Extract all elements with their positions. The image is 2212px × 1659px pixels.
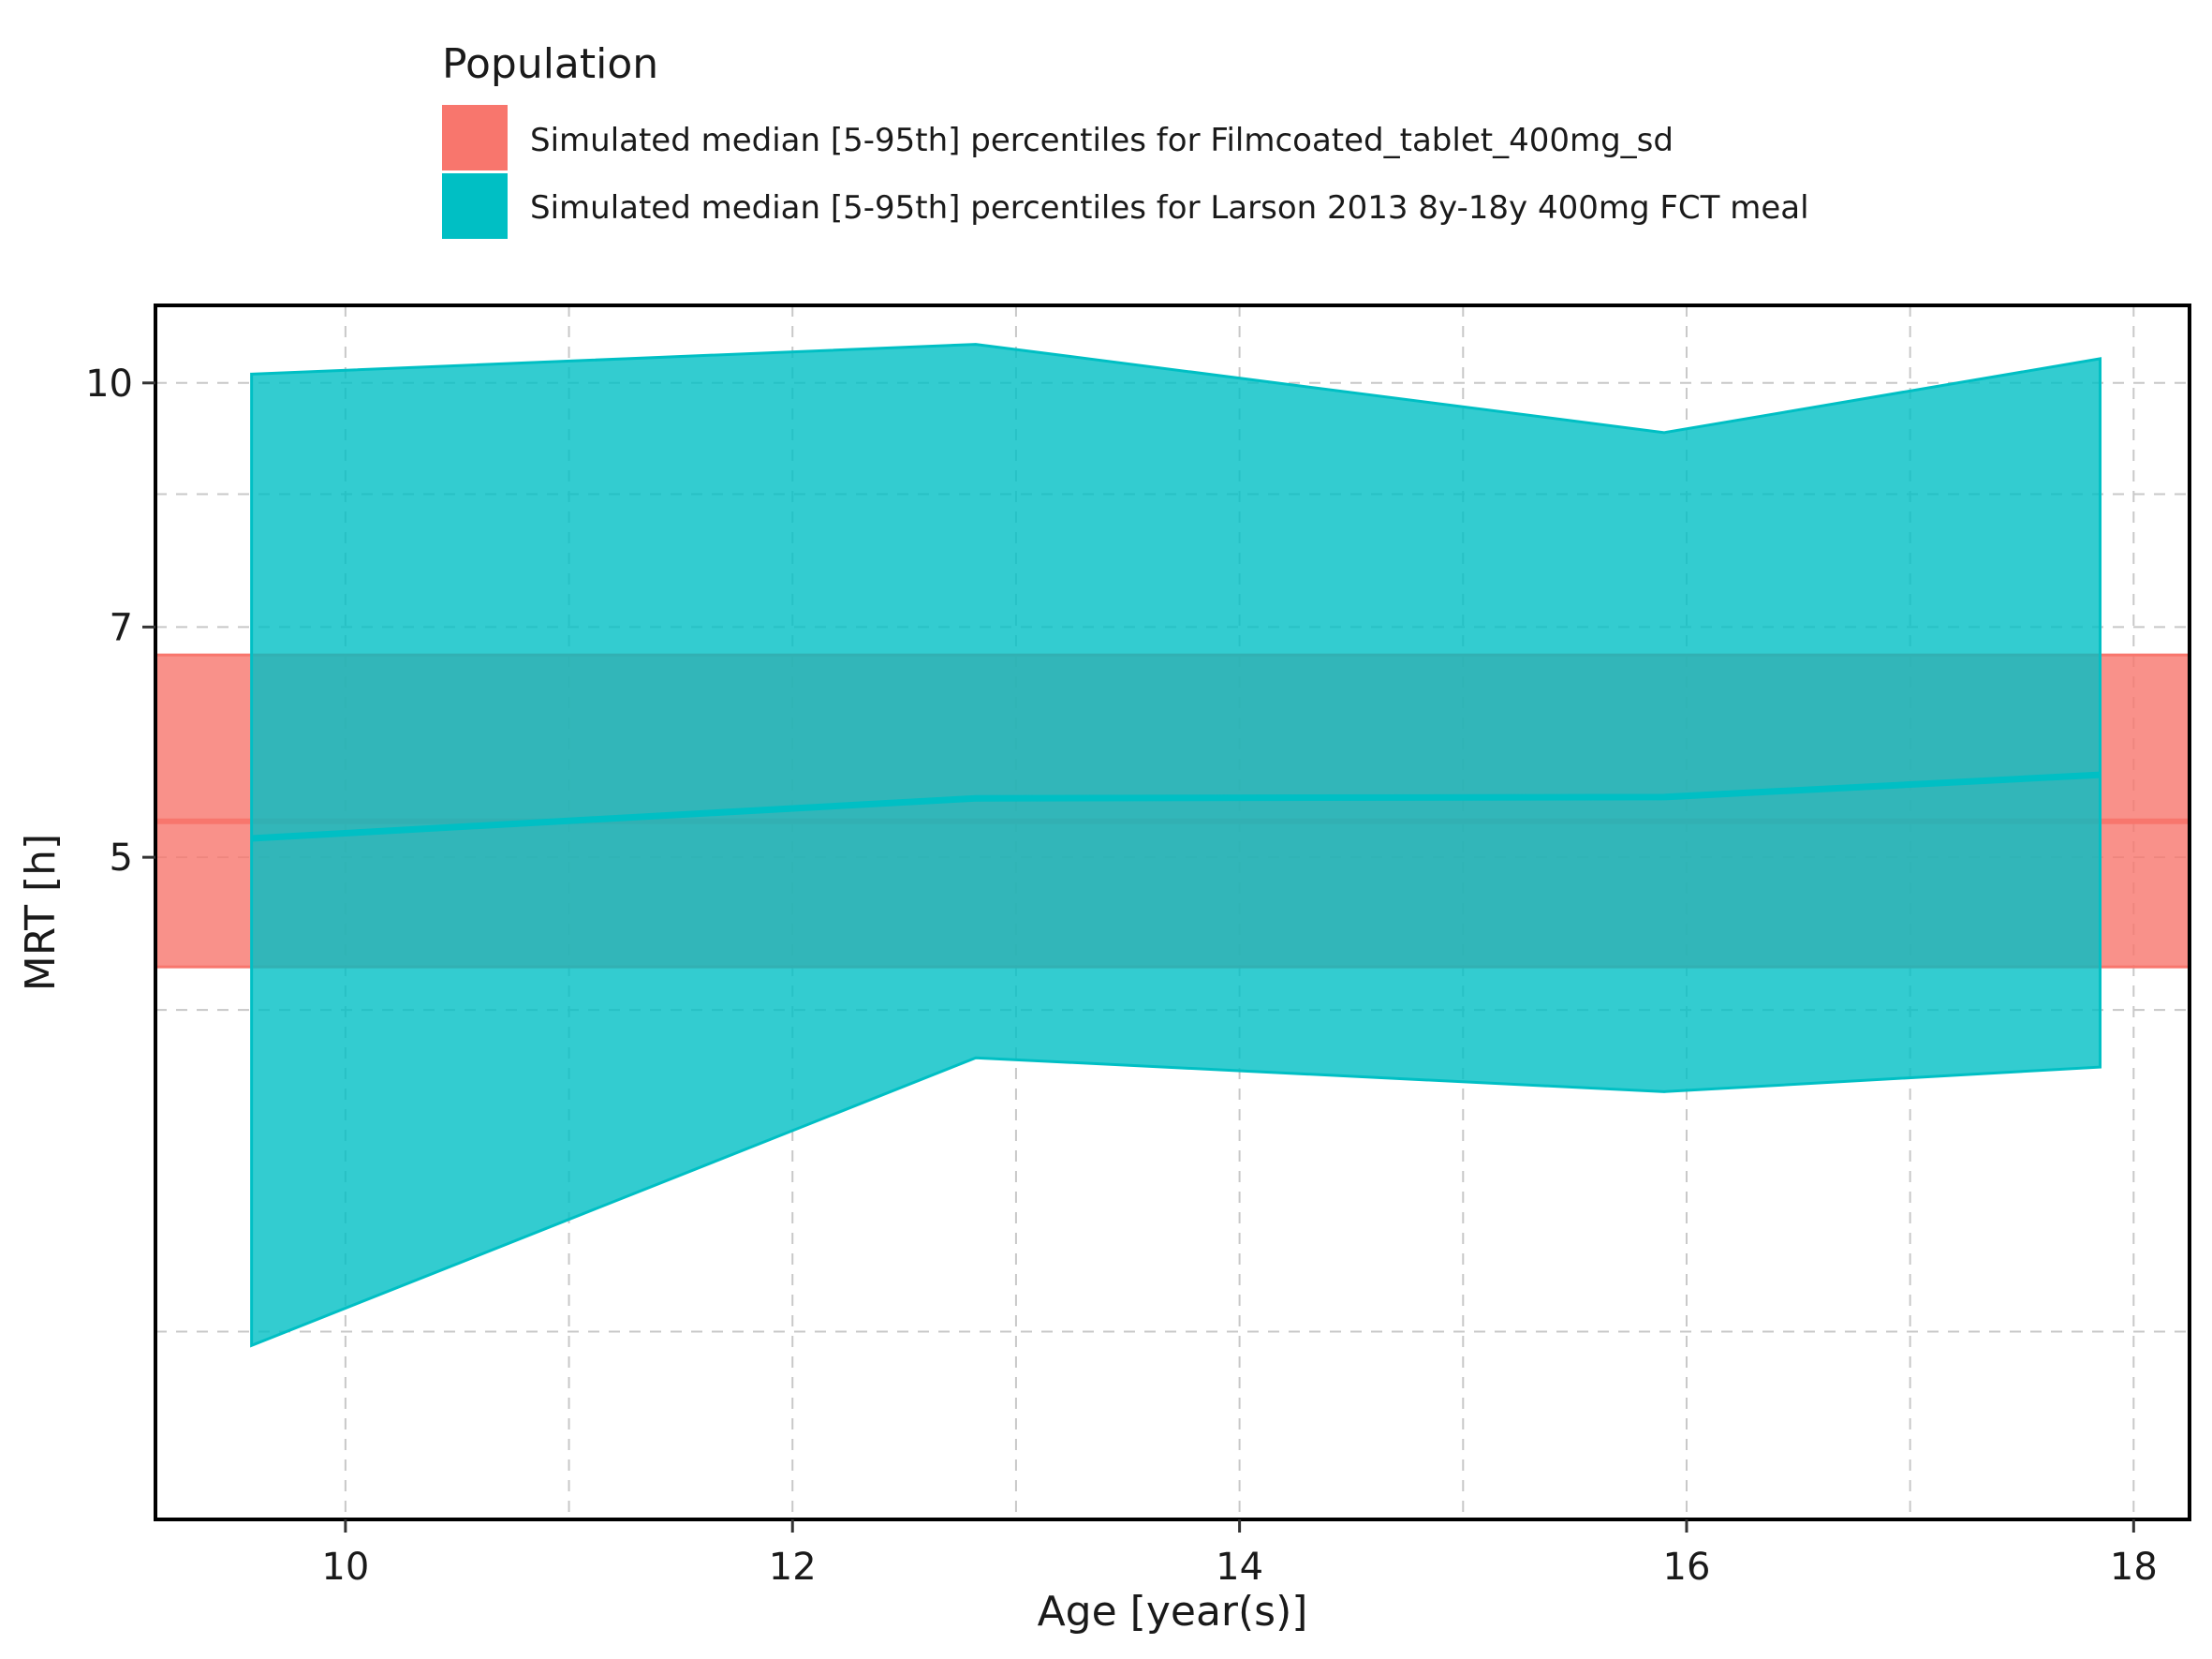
larson-median-line [251,771,2101,842]
legend-title: Population [442,40,658,88]
data-layer [154,343,2191,1348]
legend-swatch-larson [442,173,508,239]
y-axis-label: MRT [h] [17,834,65,991]
x-tick-label: 16 [1663,1546,1711,1589]
legend-entry-larson: Simulated median [5-95th] percentiles fo… [530,189,1809,227]
y-axis-ticks: 5 7 10 [85,363,155,880]
x-axis-ticks: 10 12 14 16 18 [321,1519,2158,1589]
legend-swatch-filmcoated [442,105,508,170]
x-axis-label: Age [year(s)] [1038,1588,1308,1636]
y-tick-label: 10 [85,363,133,406]
x-tick-label: 10 [321,1546,369,1589]
y-tick-label: 7 [110,606,133,649]
plot-border [154,304,2191,1521]
larson-percentile-ribbon [250,343,2102,1348]
x-tick-label: 18 [2110,1546,2158,1589]
legend-entry-filmcoated: Simulated median [5-95th] percentiles fo… [530,122,1674,159]
y-tick-label: 5 [110,837,133,880]
legend: Population Simulated median [5-95th] per… [442,40,1809,239]
plot-area: 10 12 14 16 18 5 7 10 [85,304,2191,1589]
x-tick-label: 12 [769,1546,817,1589]
x-tick-label: 14 [1216,1546,1263,1589]
